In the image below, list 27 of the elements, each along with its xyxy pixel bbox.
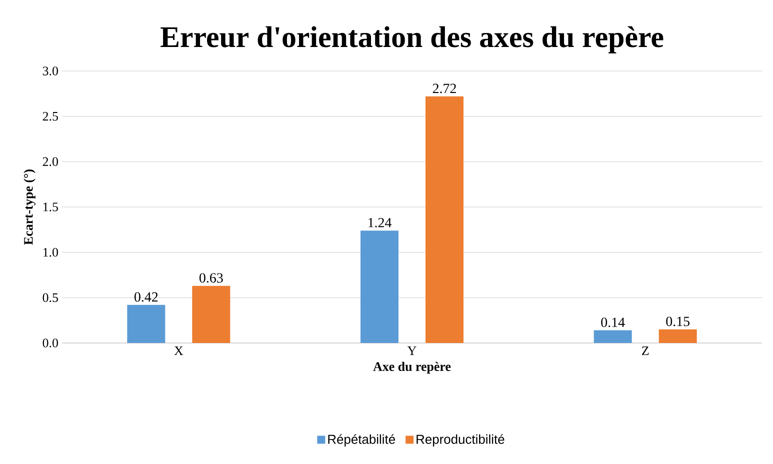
data-label: 0.63 [199, 273, 223, 283]
y-tick-label: 0.5 [42, 293, 58, 302]
x-tick-label: Z [642, 346, 649, 355]
legend-label: Reproductibilité [416, 434, 504, 446]
x-axis-title: Axe du repère [373, 362, 451, 374]
legend-label: Répétabilité [328, 434, 395, 446]
data-label: 2.72 [432, 84, 456, 94]
y-axis-title: Ecart-type (°) [24, 170, 36, 245]
x-tick-label: Y [407, 346, 416, 355]
data-label: 1.24 [368, 218, 392, 228]
bar [594, 330, 632, 343]
y-tick-label: 2.5 [42, 112, 58, 121]
bar [426, 96, 464, 343]
y-tick-label: 2.0 [42, 157, 58, 166]
y-tick-label: 3.0 [42, 66, 58, 76]
bar [192, 286, 230, 343]
bar [360, 230, 399, 343]
chart-title: Erreur d'orientation des axes du repère [160, 26, 664, 54]
y-tick-label: 1.0 [43, 248, 58, 257]
bar [127, 304, 166, 343]
data-label: 0.42 [134, 292, 158, 302]
y-tick-label: 1.5 [43, 202, 58, 212]
data-label: 0.14 [601, 318, 625, 328]
y-tick-label: 0.0 [42, 338, 58, 348]
x-tick-label: X [174, 346, 184, 355]
bar [658, 329, 697, 343]
data-label: 0.15 [666, 316, 690, 326]
